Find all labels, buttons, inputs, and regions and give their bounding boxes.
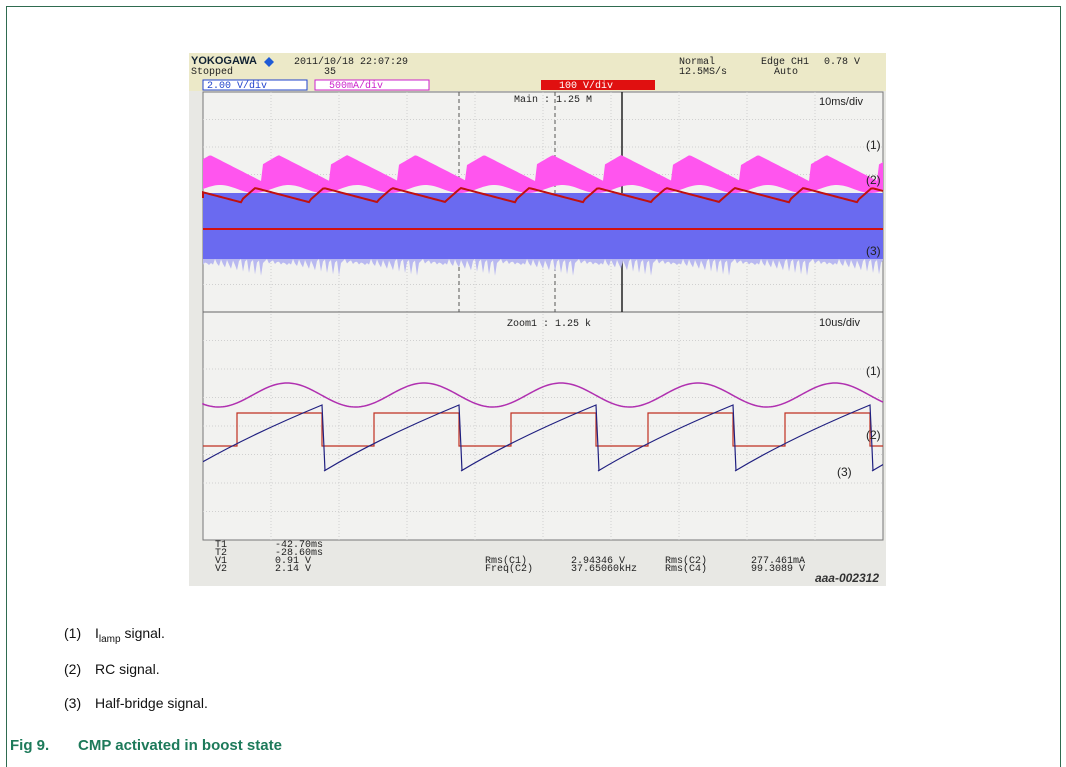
zoom-label: Zoom1 : 1.25 k: [507, 318, 591, 330]
grid: [203, 92, 883, 540]
trigger-level: 0.78 V: [824, 57, 860, 68]
legend-number: (3): [64, 695, 95, 711]
legend-item: (2)RC signal.: [64, 661, 160, 677]
legend-item: (1)Ilamp signal.: [64, 625, 165, 645]
measurement-name: V2: [215, 564, 227, 575]
stat-name: Rms(C4): [665, 563, 707, 575]
trigger-mode: Auto: [774, 67, 798, 78]
datetime: 2011/10/18 22:07:29: [294, 56, 408, 68]
figure-id: aaa-002312: [815, 571, 879, 585]
brand: YOKOGAWA: [191, 55, 257, 67]
trace-marker: (3): [837, 465, 852, 479]
half-bridge-band: [203, 193, 883, 259]
trace-marker: (2): [866, 428, 881, 442]
channel-label: 500mA/div: [329, 80, 383, 92]
legend-text: signal.: [121, 625, 165, 641]
status: Stopped: [191, 66, 233, 78]
legend-number: (1): [64, 625, 95, 641]
figure-label: Fig 9.: [10, 737, 78, 754]
legend-item: (3)Half-bridge signal.: [64, 695, 208, 711]
legend-text: RC signal.: [95, 661, 160, 677]
main-label: Main : 1.25 M: [514, 94, 592, 106]
channel-label: 2.00 V/div: [207, 80, 267, 92]
legend-subscript: lamp: [99, 634, 121, 645]
legend-text: Half-bridge signal.: [95, 695, 208, 711]
stat-value: 99.3089 V: [751, 564, 805, 575]
rate: 12.5MS/s: [679, 66, 727, 78]
channel-label: 100 V/div: [559, 80, 613, 92]
measurement-value: 2.14 V: [275, 564, 311, 575]
oscilloscope-screenshot: YOKOGAWA 2011/10/18 22:07:29 Stopped 35 …: [189, 53, 886, 586]
trace-marker: (2): [866, 173, 881, 187]
figure-title: CMP activated in boost state: [78, 737, 282, 754]
legend-number: (2): [64, 661, 95, 677]
trace-marker: (1): [866, 138, 881, 152]
trace-marker: (3): [866, 244, 881, 258]
count: 35: [324, 67, 336, 78]
page: YOKOGAWA 2011/10/18 22:07:29 Stopped 35 …: [0, 0, 1066, 758]
main-timebase: 10ms/div: [819, 96, 864, 108]
zoom-timebase: 10us/div: [819, 317, 860, 329]
screen: [203, 92, 883, 540]
trace-marker: (1): [866, 364, 881, 378]
stat-name: Freq(C2): [485, 563, 533, 575]
figure-caption: Fig 9.CMP activated in boost state: [10, 737, 282, 754]
stat-value: 37.65060kHz: [571, 563, 637, 575]
